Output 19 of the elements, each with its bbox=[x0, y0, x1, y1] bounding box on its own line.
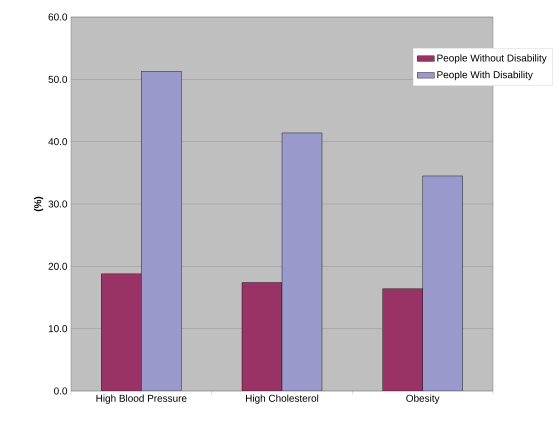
x-tick-label: Obesity bbox=[406, 394, 440, 404]
y-tick-label: 60.0 bbox=[48, 13, 68, 21]
y-tick-label: 20.0 bbox=[48, 262, 68, 270]
bar bbox=[242, 282, 282, 391]
legend-label: People Without Disability bbox=[437, 54, 547, 64]
legend-label: People With Disability bbox=[437, 70, 533, 80]
y-tick-label: 10.0 bbox=[48, 325, 68, 332]
bar bbox=[141, 71, 182, 391]
y-axis-title: (%) bbox=[34, 196, 44, 212]
bar bbox=[382, 288, 423, 391]
y-tick-label: 0.0 bbox=[54, 387, 68, 395]
x-tick-label: High Blood Pressure bbox=[96, 394, 187, 404]
x-tick-label: High Cholesterol bbox=[246, 394, 318, 404]
y-tick-label: 30.0 bbox=[48, 200, 68, 208]
bar bbox=[101, 274, 142, 391]
y-tick-label: 50.0 bbox=[48, 76, 68, 83]
y-tick-label: 40.0 bbox=[48, 138, 68, 146]
bar bbox=[422, 176, 463, 391]
bar bbox=[282, 132, 322, 391]
